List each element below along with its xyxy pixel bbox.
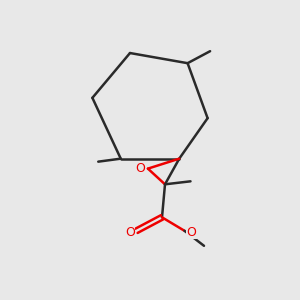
Text: O: O (136, 162, 145, 175)
Text: O: O (125, 226, 135, 239)
Text: O: O (186, 226, 196, 239)
